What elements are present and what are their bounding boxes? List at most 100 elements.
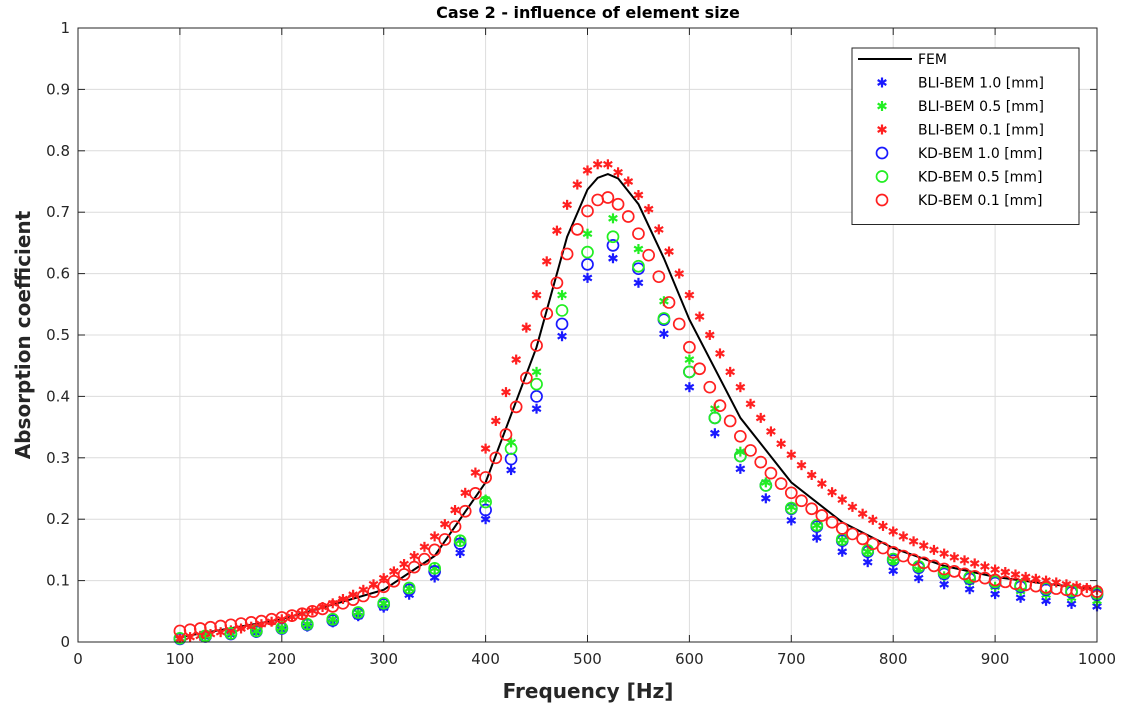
legend-label: KD-BEM 0.5 [mm] [918,170,1042,186]
circle-marker [632,259,645,273]
asterisk-stroke [327,615,338,623]
asterisk-marker [811,532,822,543]
x-tick-label: 0 [73,650,83,668]
circle-marker [581,258,594,271]
asterisk-stroke [602,160,613,168]
asterisk-stroke [450,506,460,514]
asterisk-stroke [857,510,868,518]
asterisk-stroke [659,330,669,338]
asterisk-stroke [755,414,766,422]
circle-marker [530,390,543,403]
asterisk-marker [633,244,644,255]
asterisk-stroke [664,248,674,255]
circle-marker [438,533,452,546]
asterisk-stroke [715,349,725,357]
asterisk-marker [664,246,674,257]
circle-marker [479,503,492,517]
asterisk-marker [674,268,685,279]
circle-marker [723,414,737,428]
asterisk-marker [898,531,909,542]
circle-marker [846,527,859,541]
asterisk-marker [327,614,338,625]
legend-entry: BLI-BEM 0.1 [mm] [877,123,1044,139]
legend: FEM BLI-BEM 1.0 [mm] BLI-BEM 0.5 [mm] BLI-B… [851,47,1080,225]
circle-marker [540,307,554,320]
y-tick-label: 0.9 [46,80,70,98]
circle-marker [733,429,747,443]
y-tick-label: 0.4 [46,387,70,405]
asterisk-stroke [557,332,567,340]
asterisk-marker [684,354,695,365]
circle-marker [555,304,569,317]
asterisk-stroke [913,574,924,582]
circle-marker [764,466,778,480]
asterisk-stroke [1066,600,1077,608]
circle-marker [825,515,839,529]
asterisk-marker [877,124,887,135]
asterisk-marker [694,311,705,322]
asterisk-stroke [837,536,848,544]
asterisk-stroke [409,552,420,560]
circle-marker [621,210,635,223]
asterisk-stroke [684,383,695,391]
circle-marker [683,340,696,354]
asterisk-marker [501,387,511,398]
asterisk-marker [521,322,532,333]
x-tick-label: 800 [879,650,908,668]
asterisk-marker [307,605,318,616]
asterisk-marker [796,460,807,471]
y-tick-label: 0.2 [46,510,70,528]
asterisk-marker [877,101,887,111]
circle-marker [499,428,513,441]
asterisk-stroke [877,79,887,86]
asterisk-marker [980,561,990,572]
asterisk-stroke [643,205,654,213]
circle-marker [351,606,365,619]
circle-marker [744,444,757,457]
y-tick-label: 0.3 [46,449,70,467]
asterisk-stroke [419,543,430,551]
y-tick-label: 0.7 [46,203,70,221]
asterisk-stroke [246,623,257,631]
asterisk-stroke [531,405,542,413]
circle-marker [173,631,187,645]
circle-marker [805,502,819,516]
asterisk-marker [990,564,1000,575]
legend-label: BLI-BEM 0.1 [mm] [918,123,1044,139]
asterisk-marker [1020,571,1031,582]
asterisk-stroke [613,168,623,176]
asterisk-marker [506,465,516,476]
asterisk-marker [704,330,715,340]
circle-marker [300,617,314,631]
x-tick-label: 500 [573,650,602,668]
asterisk-marker [969,558,980,569]
circle-marker [754,455,768,469]
asterisk-marker [582,165,593,176]
asterisk-marker [806,469,817,480]
asterisk-stroke [888,567,899,575]
asterisk-stroke [582,274,593,282]
asterisk-marker [251,625,262,636]
circle-marker [489,451,503,465]
y-axis-ticks: 0 0.1 0.2 0.3 0.4 0.5 0.6 0.7 0.8 0.9 1 [46,19,1097,651]
asterisk-marker [918,540,929,551]
asterisk-stroke [541,257,552,265]
asterisk-stroke [633,191,644,199]
x-tick-label: 900 [981,650,1010,668]
asterisk-stroke [653,225,664,233]
asterisk-marker [816,478,827,489]
asterisk-marker [888,565,899,576]
asterisk-marker [287,611,297,622]
asterisk-marker [480,443,491,454]
asterisk-stroke [460,489,471,497]
asterisk-stroke [766,427,776,435]
circle-marker [581,245,594,259]
circle-marker [708,411,722,425]
asterisk-marker [439,519,450,530]
asterisk-stroke [251,627,262,635]
asterisk-marker [582,228,593,239]
asterisk-stroke [990,590,1000,598]
circle-marker [418,552,431,566]
asterisk-stroke [1030,575,1041,583]
circle-marker [856,532,869,546]
